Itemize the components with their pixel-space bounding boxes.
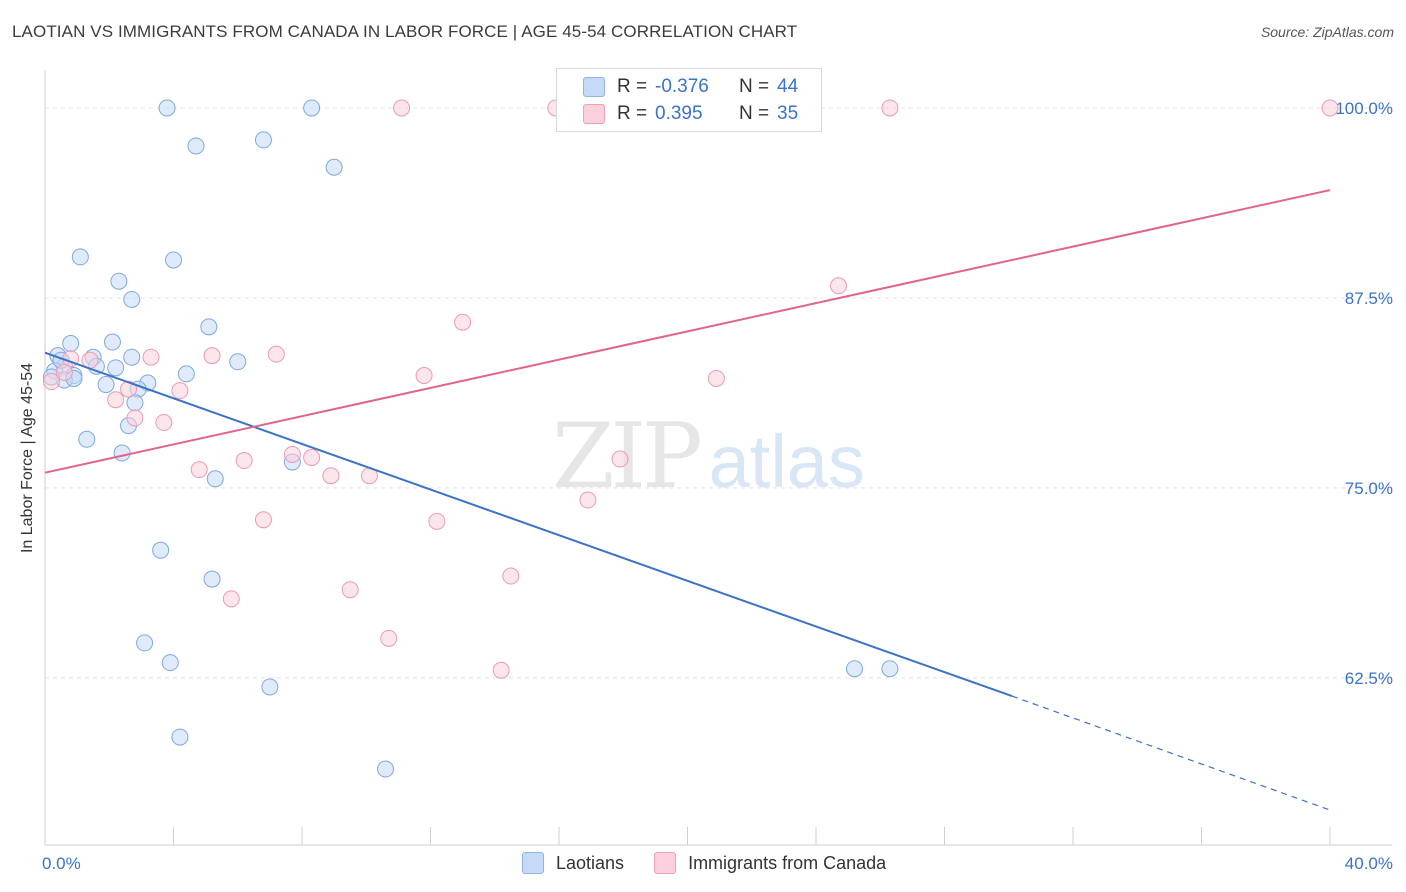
canada-trend-line [44, 189, 1331, 474]
legend-r-label: R = [617, 103, 648, 124]
laotian-point [171, 728, 189, 746]
canada-point [254, 511, 272, 529]
legend-n-value: 35 [777, 103, 799, 124]
canada-point [415, 366, 433, 384]
laotian-point [161, 654, 179, 672]
laotian-point [71, 248, 89, 266]
laotian-point [136, 634, 154, 652]
y-tick-label: 87.5% [1345, 289, 1393, 308]
legend-n-value: 44 [777, 76, 799, 97]
canada-point [428, 512, 446, 530]
legend-swatch-canada [654, 852, 677, 874]
y-tick-label: 62.5% [1345, 669, 1393, 688]
canada-point [55, 363, 73, 381]
canada-point [126, 409, 144, 427]
legend-n-label: N = [739, 76, 770, 97]
canada-point [171, 382, 189, 400]
canada-point [203, 347, 221, 365]
legend-swatch-canada [583, 104, 605, 124]
canada-point [492, 661, 510, 679]
laotian-point [206, 470, 224, 488]
canada-point [380, 629, 398, 647]
canada-point [303, 449, 321, 466]
laotian-point [881, 660, 899, 678]
canada-point [393, 99, 411, 117]
laotian-point [229, 353, 247, 371]
canada-point [120, 380, 138, 398]
canada-point [155, 414, 173, 432]
legend-row-canada: R = 0.395 N = 35 [583, 101, 798, 127]
laotian-point [303, 99, 321, 117]
legend-item-laotians[interactable]: Laotians [522, 852, 624, 874]
canada-point [829, 277, 847, 295]
legend-r-value: 0.395 [655, 103, 703, 124]
laotian-point [97, 376, 115, 394]
y-tick-label: 75.0% [1345, 479, 1393, 498]
watermark: ZIP atlas [552, 404, 865, 509]
canada-point [454, 313, 472, 331]
canada-point [322, 467, 340, 485]
laotian-point [846, 660, 864, 678]
canada-point [341, 581, 359, 599]
laotian-trend-extension [1011, 695, 1331, 811]
legend-label-laotians: Laotians [556, 852, 625, 873]
legend-item-canada[interactable]: Immigrants from Canada [654, 852, 886, 874]
canada-point [707, 369, 725, 387]
series-legend: Laotians Immigrants from Canada [522, 852, 916, 874]
laotian-point [123, 290, 141, 308]
laotian-point [200, 318, 218, 336]
laotian-trend-line [44, 351, 1013, 698]
canada-point [881, 99, 899, 117]
source-label: Source: ZipAtlas.com [1260, 24, 1394, 40]
canada-point [1321, 99, 1339, 117]
laotian-point [123, 348, 141, 366]
canada-point [579, 491, 597, 509]
laotian-point [78, 430, 96, 448]
x-tick-label: 40.0% [1345, 854, 1393, 873]
laotian-point [254, 131, 272, 149]
canada-point [190, 461, 208, 479]
canada-point [142, 348, 160, 366]
legend-swatch-laotians [583, 77, 605, 97]
canada-point [107, 391, 125, 409]
laotian-point [377, 760, 395, 778]
correlation-legend: R = -0.376 N = 44 R = 0.395 N = 35 [556, 68, 822, 132]
legend-label-canada: Immigrants from Canada [688, 852, 887, 873]
canada-point [283, 445, 301, 463]
laotian-point [103, 333, 121, 351]
laotian-point [110, 272, 128, 290]
x-tick-label: 0.0% [42, 854, 81, 873]
laotian-point [158, 99, 176, 117]
chart-title: LAOTIAN VS IMMIGRANTS FROM CANADA IN LAB… [12, 22, 798, 41]
canada-point [42, 373, 60, 391]
y-tick-label: 100.0% [1335, 99, 1393, 118]
laotian-point [261, 678, 279, 696]
laotian-point [187, 137, 205, 155]
laotian-point [177, 365, 195, 383]
laotian-point [165, 251, 182, 269]
canada-point [235, 452, 253, 470]
laotian-point [107, 359, 125, 377]
laotian-point [152, 541, 170, 559]
legend-r-label: R = [617, 76, 648, 97]
legend-r-value: -0.376 [655, 76, 709, 97]
laotian-point [113, 444, 131, 462]
legend-row-laotians: R = -0.376 N = 44 [583, 74, 798, 100]
laotian-point [203, 570, 221, 588]
canada-point [222, 590, 240, 608]
canada-point [502, 567, 520, 585]
watermark-atlas: atlas [708, 420, 865, 503]
laotian-point [325, 158, 343, 176]
canada-point [267, 345, 285, 363]
laotian-point [62, 335, 80, 353]
legend-swatch-laotians [522, 852, 544, 874]
canada-point [611, 450, 629, 468]
legend-n-label: N = [739, 103, 770, 124]
